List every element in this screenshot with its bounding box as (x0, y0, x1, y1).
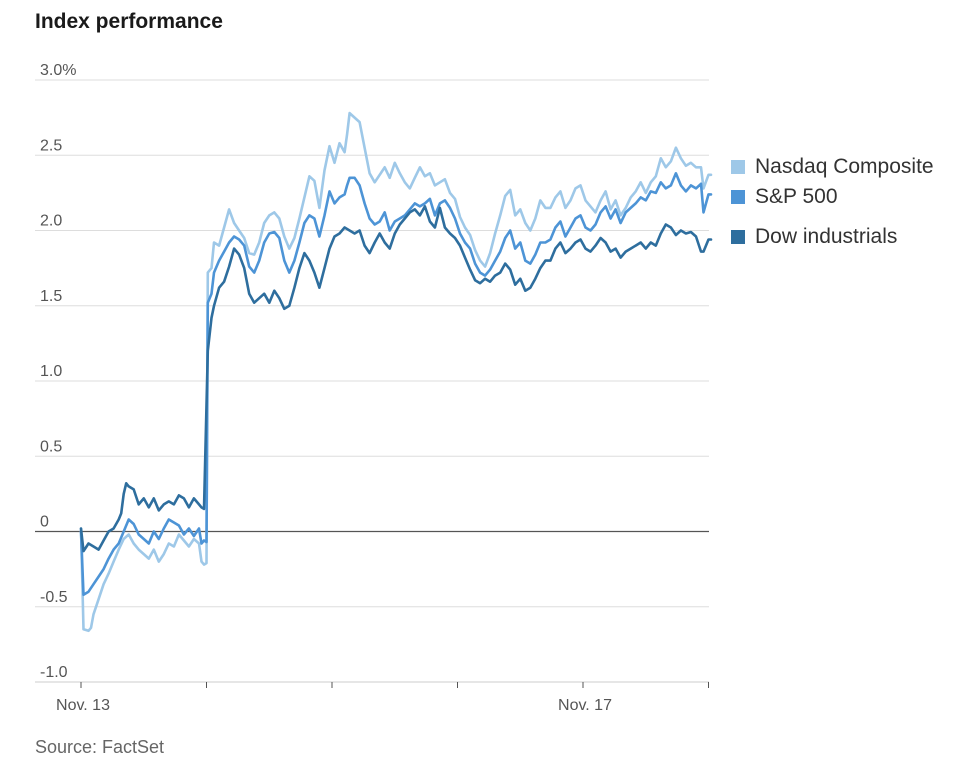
gridlines (35, 79, 709, 683)
y-tick-label: 1.0 (40, 363, 62, 380)
legend-item-nasdaq: Nasdaq Composite (731, 152, 934, 182)
y-tick-label: 3.0% (40, 62, 76, 79)
x-tick-label: Nov. 17 (558, 697, 612, 714)
source-note: Source: FactSet (35, 737, 165, 757)
x-tick-label: Nov. 13 (56, 697, 110, 714)
series-line-0 (79, 111, 713, 633)
legend-item-sp500: S&P 500 (731, 182, 934, 212)
series-line-2 (79, 205, 713, 553)
legend-swatch-sp500 (731, 190, 745, 204)
axes (35, 530, 709, 688)
y-tick-label: 2.5 (40, 137, 62, 154)
y-tick-label: 1.5 (40, 288, 62, 305)
y-tick-label: 0.5 (40, 438, 62, 455)
chart-title: Index performance (35, 10, 223, 33)
legend-item-dow: Dow industrials (731, 222, 934, 252)
y-tick-label: -0.5 (40, 589, 68, 606)
tick-labels: 3.0% 2.5 2.0 1.5 1.0 0.5 0 -0.5 -1.0 Nov. 13 Nov. … (40, 62, 612, 714)
series-line-1 (79, 172, 713, 596)
legend-swatch-dow (731, 230, 745, 244)
legend-label-sp500: S&P 500 (755, 185, 838, 208)
y-tick-label: 2.0 (40, 213, 62, 230)
legend: Nasdaq Composite S&P 500 Dow industrials (731, 152, 934, 252)
legend-label-dow: Dow industrials (755, 225, 898, 248)
legend-swatch-nasdaq (731, 160, 745, 174)
y-tick-label: -1.0 (40, 664, 68, 681)
series-lines (79, 111, 713, 633)
y-tick-label: 0 (40, 514, 49, 531)
legend-label-nasdaq: Nasdaq Composite (755, 155, 934, 178)
